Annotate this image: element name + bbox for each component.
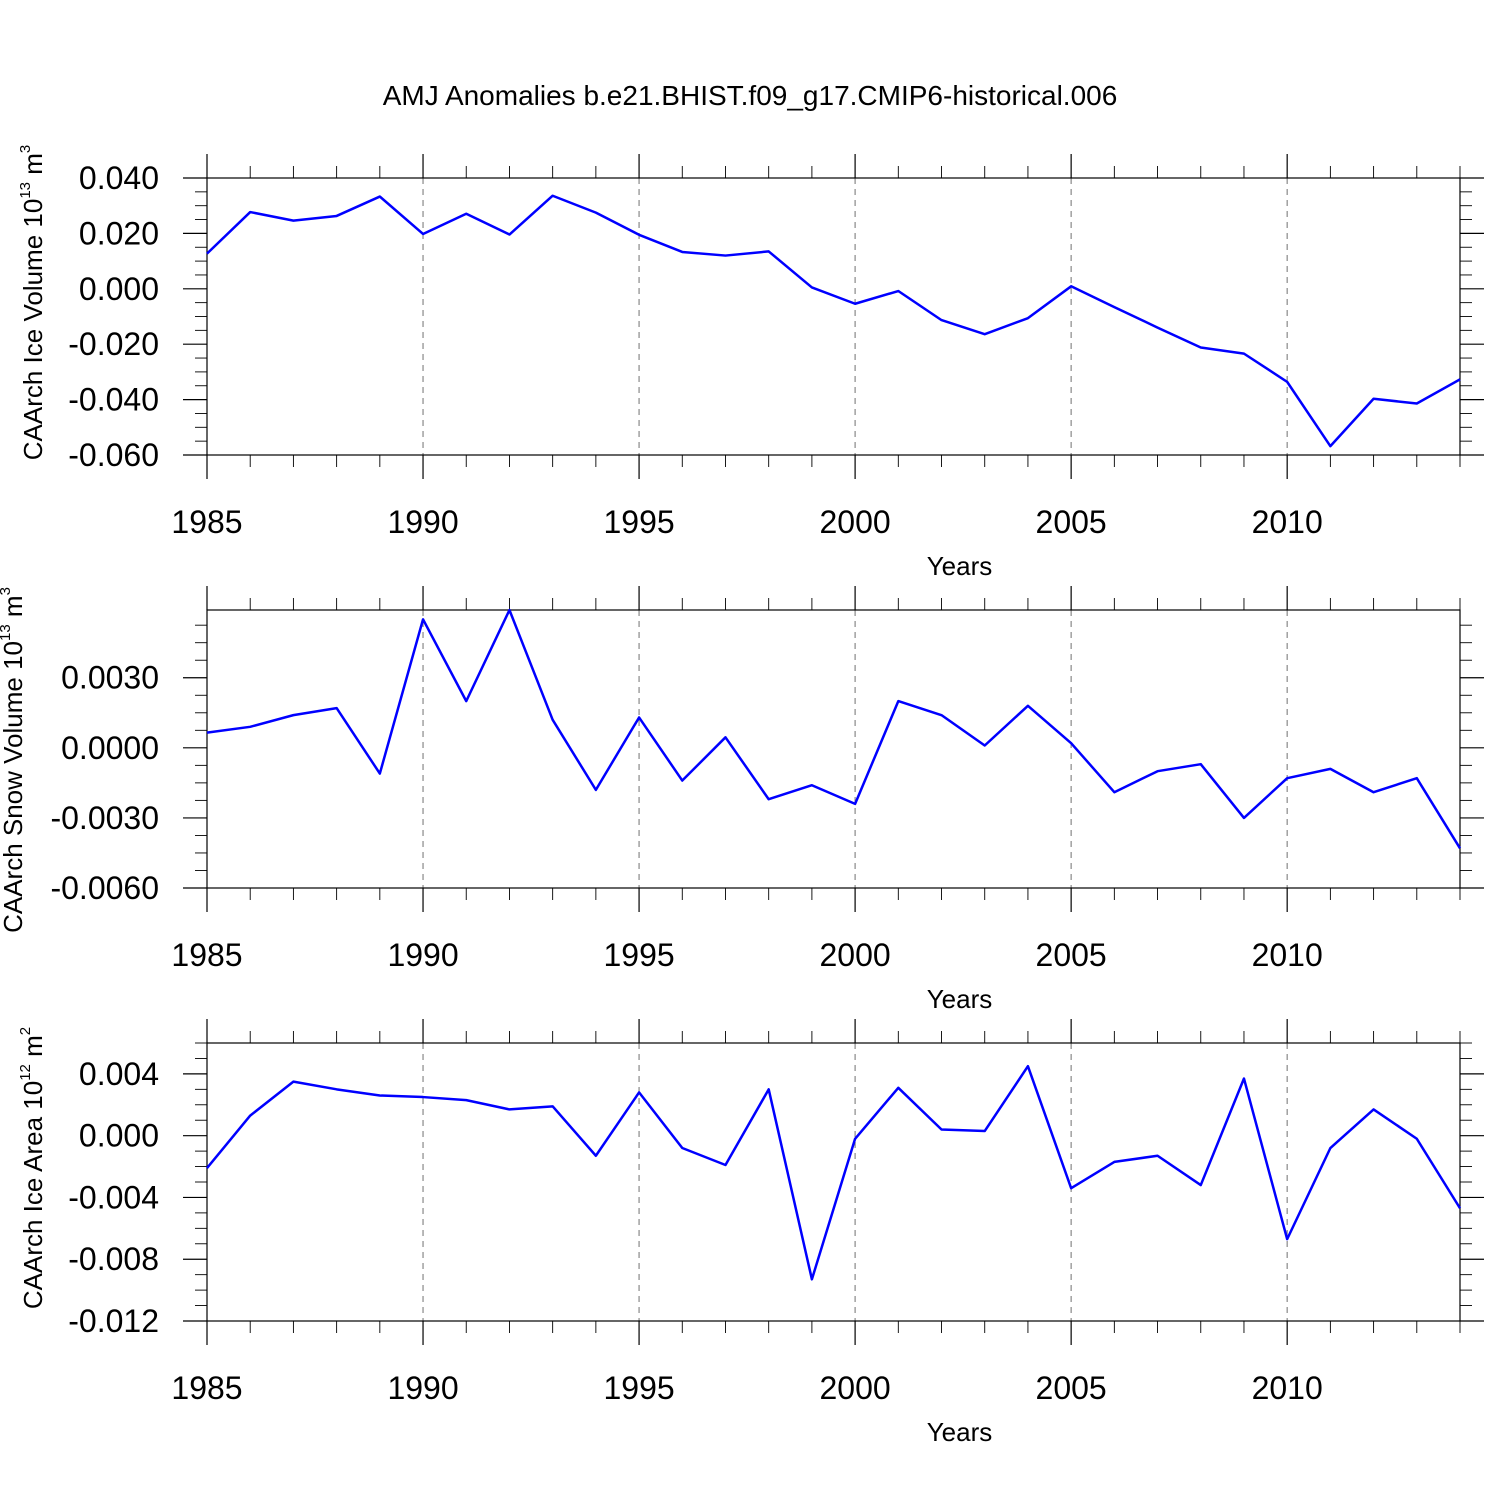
x-tick-label: 1990 bbox=[387, 1370, 458, 1406]
y-tick-label: 0.040 bbox=[79, 160, 159, 196]
series-line-0 bbox=[206, 608, 1462, 849]
y-axis-label: CAArch Ice Area 1012 m2 bbox=[17, 1027, 48, 1309]
x-tick-label: 2010 bbox=[1252, 937, 1323, 973]
y-tick-label: 0.020 bbox=[79, 215, 159, 251]
y-axis-label-exp: 13 bbox=[0, 624, 14, 641]
y-axis-label-unit: m bbox=[0, 595, 28, 624]
y-tick-label: 0.0000 bbox=[61, 730, 159, 766]
x-tick-label: 1995 bbox=[603, 504, 674, 540]
panel-ice-volume: 1985 1990 1995 2000 2005 2010 Years -0.060 -0.04… bbox=[17, 145, 1484, 581]
x-tick-label: 1990 bbox=[387, 504, 458, 540]
y-axis-label-main: CAArch Snow Volume 10 bbox=[0, 641, 28, 933]
panel-ice-area: 1985 1990 1995 2000 2005 2010 Years -0.012 -0.00… bbox=[17, 1019, 1484, 1447]
series-line-0 bbox=[206, 1064, 1462, 1281]
x-tick-label: 2005 bbox=[1036, 1370, 1107, 1406]
x-axis-label: Years bbox=[927, 984, 993, 1014]
x-tick-label: 2005 bbox=[1036, 504, 1107, 540]
y-tick-label: 0.004 bbox=[79, 1056, 159, 1092]
y-tick-label: 0.0030 bbox=[61, 660, 159, 696]
plot-frame bbox=[206, 609, 1461, 889]
series-line-0 bbox=[206, 194, 1461, 448]
y-axis-label-unit-exp: 2 bbox=[17, 1027, 34, 1035]
y-axis-label-exp: 12 bbox=[17, 1064, 34, 1081]
x-axis-label: Years bbox=[927, 1417, 993, 1447]
y-axis-label-exp: 13 bbox=[17, 182, 34, 199]
x-tick-label: 2000 bbox=[820, 1370, 891, 1406]
y-axis-label-unit: m bbox=[18, 153, 48, 182]
x-tick-label: 1995 bbox=[603, 937, 674, 973]
y-axis-label: CAArch Snow Volume 1013 m3 bbox=[0, 587, 28, 933]
y-tick-label: -0.060 bbox=[68, 437, 159, 473]
x-tick-label: 1985 bbox=[171, 504, 242, 540]
y-axis-label-unit: m bbox=[18, 1035, 48, 1064]
y-tick-label: -0.0060 bbox=[50, 870, 159, 906]
x-tick-label: 1995 bbox=[603, 1370, 674, 1406]
y-axis-label-main: CAArch Ice Area 10 bbox=[18, 1081, 48, 1309]
y-axis-label-unit-exp: 3 bbox=[17, 145, 34, 153]
x-tick-label: 2005 bbox=[1036, 937, 1107, 973]
x-tick-label: 2000 bbox=[820, 504, 891, 540]
y-tick-label: -0.012 bbox=[68, 1303, 159, 1339]
x-axis-label: Years bbox=[927, 551, 993, 581]
y-tick-label: -0.040 bbox=[68, 382, 159, 418]
y-axis-label: CAArch Ice Volume 1013 m3 bbox=[17, 145, 48, 461]
x-tick-label: 2010 bbox=[1252, 1370, 1323, 1406]
x-tick-label: 1985 bbox=[171, 1370, 242, 1406]
y-tick-label: -0.008 bbox=[68, 1241, 159, 1277]
y-axis-label-main: CAArch Ice Volume 10 bbox=[18, 199, 48, 461]
y-tick-label: 0.000 bbox=[79, 1118, 159, 1154]
x-tick-label: 1985 bbox=[171, 937, 242, 973]
figure-title: AMJ Anomalies b.e21.BHIST.f09_g17.CMIP6-… bbox=[383, 80, 1118, 111]
y-tick-label: -0.020 bbox=[68, 326, 159, 362]
x-tick-label: 2010 bbox=[1252, 504, 1323, 540]
y-tick-label: -0.0030 bbox=[50, 800, 159, 836]
y-tick-label: -0.004 bbox=[68, 1179, 159, 1215]
panel-snow-volume: 1985 1990 1995 2000 2005 2010 Years -0.0060 -0.0… bbox=[0, 586, 1484, 1014]
x-tick-label: 2000 bbox=[820, 937, 891, 973]
x-tick-label: 1990 bbox=[387, 937, 458, 973]
y-axis-label-unit-exp: 3 bbox=[0, 587, 14, 595]
y-tick-label: 0.000 bbox=[79, 271, 159, 307]
plot-frame bbox=[206, 177, 1461, 456]
